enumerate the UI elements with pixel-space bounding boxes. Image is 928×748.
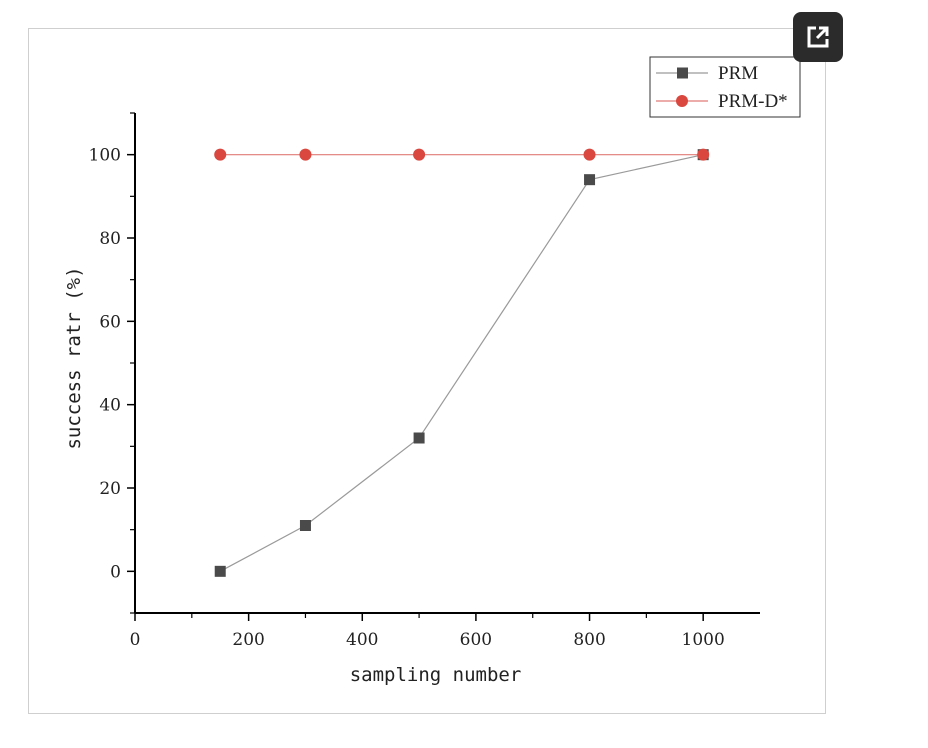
data-point bbox=[413, 432, 425, 444]
legend: PRM PRM-D* bbox=[649, 56, 801, 118]
legend-box bbox=[649, 56, 801, 118]
expand-button[interactable] bbox=[793, 12, 843, 62]
x-tick-label: 0 bbox=[130, 630, 141, 650]
x-tick-label: 400 bbox=[346, 630, 378, 650]
x-tick-label: 600 bbox=[460, 630, 492, 650]
data-point bbox=[299, 148, 312, 161]
y-tick-label: 0 bbox=[110, 562, 121, 582]
x-axis-label: sampling number bbox=[350, 664, 522, 686]
legend-marker bbox=[677, 67, 688, 79]
series-line bbox=[219, 154, 704, 572]
y-tick-label: 80 bbox=[99, 229, 121, 249]
y-tick-label: 40 bbox=[99, 396, 121, 416]
data-point bbox=[299, 520, 311, 531]
legend-marker bbox=[676, 95, 688, 107]
figure-frame bbox=[28, 28, 826, 714]
data-point bbox=[214, 565, 226, 577]
data-point bbox=[584, 174, 596, 186]
y-tick-label: 100 bbox=[89, 146, 121, 166]
data-point bbox=[583, 148, 596, 161]
data-point bbox=[697, 148, 710, 161]
y-tick-label: 60 bbox=[99, 312, 121, 332]
x-tick-label: 1000 bbox=[682, 630, 725, 650]
series-prm-d- bbox=[214, 148, 710, 161]
data-point bbox=[413, 148, 426, 161]
y-axis-label: success ratr (%) bbox=[63, 266, 85, 449]
x-tick-label: 800 bbox=[573, 630, 605, 650]
x-tick-label: 200 bbox=[232, 630, 264, 650]
legend-label: PRM-D* bbox=[718, 91, 788, 112]
external-link-icon bbox=[807, 26, 829, 48]
legend-label: PRM bbox=[718, 63, 758, 84]
y-tick-label: 20 bbox=[99, 479, 121, 499]
data-point bbox=[214, 148, 227, 161]
axes: 0 200 400 600 800 1000 0 20 40 60 80 100 bbox=[89, 112, 760, 650]
series-prm bbox=[214, 149, 709, 577]
series-layer bbox=[214, 148, 710, 577]
